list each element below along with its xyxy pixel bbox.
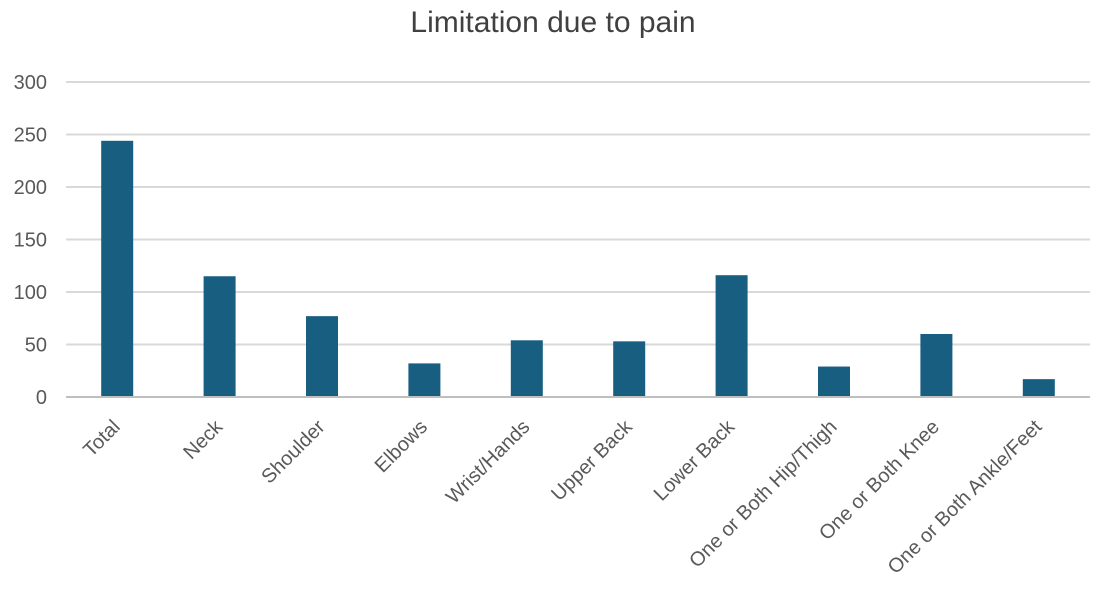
x-tick-label: Upper Back (547, 415, 637, 505)
x-tick-label: Total (79, 416, 124, 461)
x-axis-labels: Total Neck Shoulder Elbows Wrist/Hands Upper … (79, 415, 1046, 578)
bar (203, 276, 236, 397)
y-tick-label: 200 (14, 177, 47, 199)
y-tick-label: 250 (14, 125, 47, 147)
bar (920, 334, 953, 397)
bar (510, 340, 543, 397)
gridlines (66, 81, 1090, 346)
bar (101, 140, 134, 398)
x-tick-label: Lower Back (650, 415, 740, 505)
bar (613, 341, 646, 397)
bar (408, 363, 441, 397)
y-tick-label: 0 (36, 387, 47, 409)
chart-title: Limitation due to pain (410, 6, 695, 39)
x-tick-label: Neck (179, 415, 227, 463)
x-tick-label: Elbows (371, 416, 432, 477)
y-axis-ticks: 0 50 100 150 200 250 300 (14, 72, 47, 409)
bar (306, 316, 338, 397)
bar (818, 366, 850, 397)
y-tick-label: 50 (25, 335, 47, 357)
bar (715, 275, 748, 397)
y-tick-label: 100 (14, 282, 47, 304)
x-tick-label: Wrist/Hands (442, 416, 534, 508)
y-tick-label: 150 (14, 230, 47, 252)
bar (1022, 379, 1055, 397)
bars (101, 140, 1055, 398)
y-tick-label: 300 (14, 72, 47, 94)
x-tick-label: Shoulder (257, 416, 329, 488)
